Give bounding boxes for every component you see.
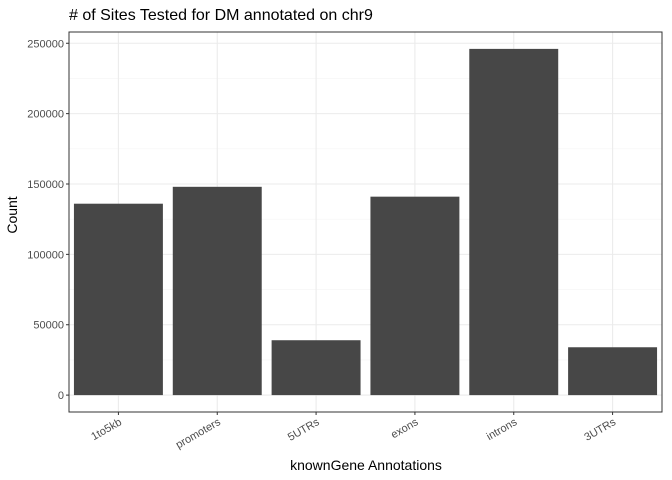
y-tick-label: 250000 (27, 38, 64, 50)
y-tick-label: 200000 (27, 109, 64, 121)
x-tick-label: 3UTRs (582, 416, 618, 444)
bar-1to5kb (73, 203, 163, 396)
y-tick-label: 150000 (27, 179, 64, 191)
bars (73, 48, 658, 396)
y-axis-title: Count (4, 196, 20, 233)
y-tick-label: 100000 (27, 249, 64, 261)
chart-title: # of Sites Tested for DM annotated on ch… (69, 7, 373, 24)
bar-introns (469, 48, 559, 396)
x-tick-label: introns (485, 416, 520, 443)
y-tick-label: 50000 (33, 320, 64, 332)
y-axis: 0 50000 100000 150000 200000 250000 (27, 38, 69, 402)
y-tick-label: 0 (58, 390, 64, 402)
x-tick-label: exons (389, 416, 421, 441)
bar-exons (370, 196, 460, 396)
x-axis-title: knownGene Annotations (290, 457, 442, 473)
bar-5UTRs (271, 340, 361, 396)
x-tick-label: 1to5kb (89, 416, 124, 443)
plot-panel-border (68, 31, 663, 413)
bar-promoters (172, 186, 262, 396)
x-axis: 1to5kb promoters 5UTRs exons introns 3UTRs (89, 412, 619, 451)
x-tick-label: 5UTRs (286, 416, 322, 444)
x-tick-label: promoters (174, 416, 223, 451)
bar-3UTRs (568, 347, 658, 396)
